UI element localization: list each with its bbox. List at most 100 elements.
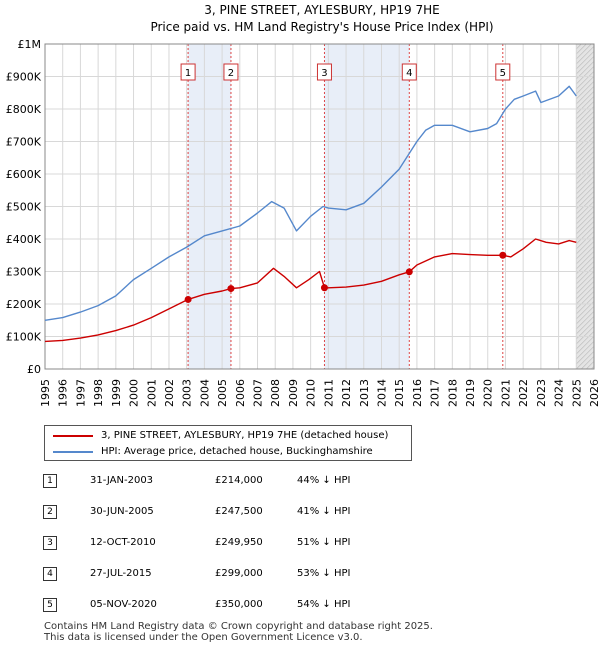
x-tick-label: 2003 [181, 379, 194, 407]
sale-label-box [223, 63, 239, 81]
hatch-line [576, 196, 595, 215]
x-tick-label: 2023 [535, 379, 548, 407]
x-tick-label: 2006 [234, 379, 247, 407]
hatch-line [576, 241, 595, 260]
hatch-line [576, 346, 595, 365]
x-tick-label: 2000 [128, 379, 141, 407]
x-tick-label: 2018 [446, 379, 459, 407]
sale-label-box [316, 63, 332, 81]
x-tick-label: 2019 [464, 379, 477, 407]
hatch-line [576, 101, 595, 120]
chart-title: 3, PINE STREET, AYLESBURY, HP19 7HE [204, 3, 439, 17]
x-tick-label: 2017 [429, 379, 442, 407]
sale-hpi-diff: 54% ↓ HPI [297, 599, 351, 610]
x-tick-label: 1998 [92, 379, 105, 407]
sale-label-box [180, 63, 196, 81]
hatch-line [576, 43, 592, 60]
hatch-line [576, 251, 595, 270]
sale-row: 3 12-OCT-2010 £249,950 51% ↓ HPI [0, 534, 600, 554]
sale-label-number: 2 [228, 68, 234, 79]
hatch-line [581, 356, 595, 370]
hatch-line [576, 266, 595, 285]
y-tick-label: £0 [27, 363, 41, 376]
sale-label-box [401, 63, 417, 81]
x-tick-label: 1997 [74, 379, 87, 407]
sale-number: 3 [43, 536, 57, 550]
x-tick-label: 2025 [570, 379, 583, 407]
sale-date: 31-JAN-2003 [90, 475, 154, 486]
x-tick-label: 2012 [340, 379, 353, 407]
price-chart: 3, PINE STREET, AYLESBURY, HP19 7HE Pric… [6, 3, 600, 407]
hatch-line [576, 211, 595, 230]
x-tick-label: 1996 [57, 379, 70, 407]
hatch-line [576, 261, 595, 280]
sale-date: 05-NOV-2020 [90, 599, 157, 610]
legend: 3, PINE STREET, AYLESBURY, HP19 7HE (det… [44, 425, 412, 461]
sale-price: £350,000 [215, 599, 263, 610]
hatch-line [576, 81, 595, 100]
hatch-line [576, 311, 595, 330]
hatch-line [576, 131, 595, 150]
x-tick-label: 2001 [145, 379, 158, 407]
hatch-line [576, 231, 595, 250]
x-tick-label: 2011 [322, 379, 335, 407]
y-tick-label: £700K [6, 136, 42, 149]
sale-date: 30-JUN-2005 [90, 506, 154, 517]
sale-date: 12-OCT-2010 [90, 537, 156, 548]
y-tick-label: £500K [6, 201, 42, 214]
sale-hpi-diff: 41% ↓ HPI [297, 506, 351, 517]
x-tick-label: 2009 [287, 379, 300, 407]
hatch-line [576, 43, 582, 50]
sale-number: 5 [43, 598, 57, 612]
hatch-line [576, 91, 595, 110]
hatch-line [576, 186, 595, 205]
sale-price: £214,000 [215, 475, 263, 486]
x-tick-label: 1999 [110, 379, 123, 407]
hatch-line [576, 176, 595, 195]
sale-label-box [495, 63, 511, 81]
y-tick-label: £400K [6, 233, 42, 246]
x-tick-label: 2022 [517, 379, 530, 407]
sale-date: 27-JUL-2015 [90, 568, 152, 579]
hatch-line [576, 246, 595, 265]
hatch-line [576, 286, 595, 305]
hatch-line [576, 136, 595, 155]
hatch-line [576, 181, 595, 200]
hatch-line [576, 166, 595, 185]
plot-area: £0 £100K £200K £300K £400K £500K £600K £700K £80… [6, 38, 600, 407]
hatch-line [576, 111, 595, 130]
sale-hpi-diff: 51% ↓ HPI [297, 537, 351, 548]
sale-hpi-diff: 53% ↓ HPI [297, 568, 351, 579]
sale-hpi-diff: 44% ↓ HPI [297, 475, 351, 486]
sale-row: 2 30-JUN-2005 £247,500 41% ↓ HPI [0, 503, 600, 523]
sale-label-number: 5 [500, 68, 506, 79]
hatch-line [576, 156, 595, 175]
hatch-line [576, 201, 595, 220]
sale-point [499, 251, 507, 259]
legend-label-property: 3, PINE STREET, AYLESBURY, HP19 7HE (det… [101, 430, 389, 441]
footer: Contains HM Land Registry data © Crown c… [44, 621, 433, 643]
sale-number: 2 [43, 505, 57, 519]
sale-number: 1 [43, 474, 57, 488]
hatch-line [576, 66, 595, 85]
sale-point [320, 284, 328, 292]
plot-frame [44, 43, 595, 370]
sale-label-number: 1 [185, 68, 191, 79]
hatch-line [576, 161, 595, 180]
hatch-line [576, 316, 595, 335]
hatch-line [576, 46, 595, 65]
hatch-line [576, 336, 595, 355]
x-tick-label: 2013 [358, 379, 371, 407]
x-tick-label: 2008 [269, 379, 282, 407]
hatch-line [576, 281, 595, 300]
x-tick-label: 2016 [411, 379, 424, 407]
x-tick-label: 2026 [588, 379, 600, 407]
legend-label-hpi: HPI: Average price, detached house, Buck… [101, 446, 373, 457]
y-tick-label: £800K [6, 103, 42, 116]
y-tick-label: £1M [18, 38, 42, 51]
hatch-line [576, 276, 595, 295]
hatch-line [576, 43, 587, 55]
chart-subtitle: Price paid vs. HM Land Registry's House … [150, 20, 493, 34]
x-tick-label: 2014 [375, 379, 388, 407]
sale-point [227, 285, 235, 293]
